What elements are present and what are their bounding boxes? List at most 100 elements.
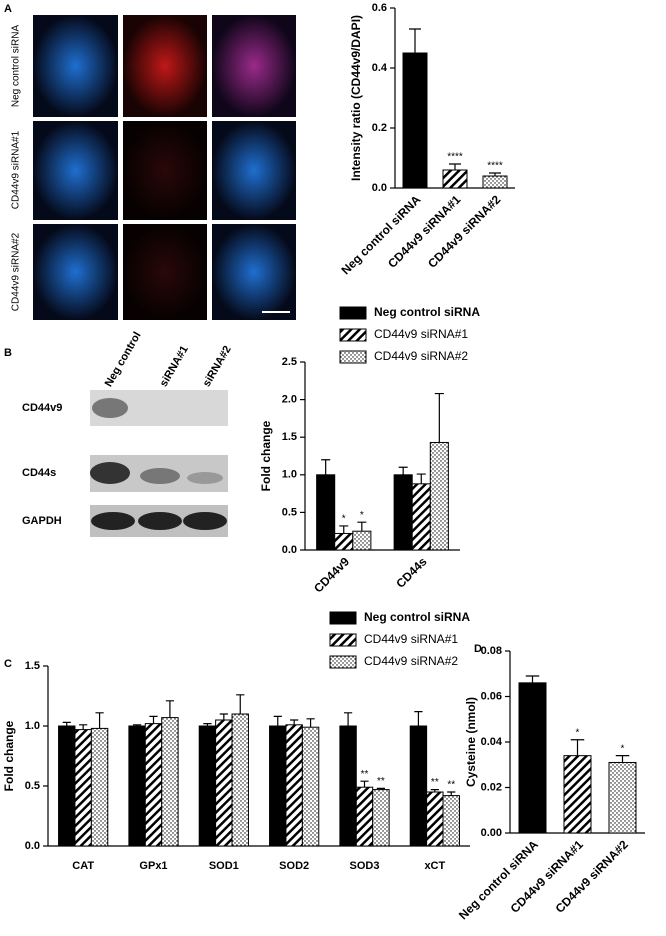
y-tick-label: 0.08 xyxy=(481,645,502,657)
y-axis-label: Intensity ratio (CD44v9/DAPI) xyxy=(349,15,363,181)
y-tick-label: 0.5 xyxy=(25,780,40,792)
lane-label: siRNA#2 xyxy=(201,344,234,389)
panel-label: D xyxy=(474,643,482,655)
legend-swatch xyxy=(329,611,357,625)
x-tick-label: CD44s xyxy=(393,554,430,591)
error-bar xyxy=(95,712,104,729)
panel-label: C xyxy=(4,658,12,670)
y-axis-label: Fold change xyxy=(2,720,16,791)
bar xyxy=(355,786,374,847)
blot-band xyxy=(90,462,130,484)
bar xyxy=(90,727,109,847)
error-bar xyxy=(321,459,331,475)
panel-label: A xyxy=(4,3,12,15)
y-tick-label: 0.6 xyxy=(372,2,387,14)
bar xyxy=(339,725,357,847)
micro-image xyxy=(123,15,207,117)
bar xyxy=(442,795,460,847)
bar xyxy=(74,729,92,847)
x-tick-label: GPx1 xyxy=(139,860,167,872)
images xyxy=(33,15,296,537)
x-tick-label: CAT xyxy=(72,860,94,872)
bar xyxy=(563,755,592,834)
y-tick-label: 0.5 xyxy=(282,506,297,518)
y-axis-label: Fold change xyxy=(259,420,273,491)
y-tick-label: 0.0 xyxy=(282,544,297,556)
significance: ** xyxy=(361,769,369,780)
error-bar xyxy=(525,675,540,683)
error-bar xyxy=(615,755,630,763)
lane-label: siRNA#1 xyxy=(158,344,191,389)
y-tick-label: 0.04 xyxy=(481,736,503,748)
bar xyxy=(442,169,468,189)
bar xyxy=(128,725,146,847)
significance: **** xyxy=(487,161,503,172)
y-tick-label: 1.5 xyxy=(282,431,297,443)
lane-label: Neg control xyxy=(103,330,144,389)
blot-row-label: CD44v9 xyxy=(22,402,62,414)
error-bar xyxy=(165,700,175,718)
micro-image xyxy=(123,224,207,320)
micro-image xyxy=(33,121,118,220)
bar xyxy=(231,713,249,847)
error-bar xyxy=(62,721,71,726)
row-label: CD44v9 siRNA#1 xyxy=(11,130,22,209)
bar xyxy=(352,530,372,551)
significance: * xyxy=(360,510,364,521)
error-bar xyxy=(360,780,369,788)
bar xyxy=(161,717,179,847)
micro-image xyxy=(212,121,296,220)
legend-label: CD44v9 siRNA#2 xyxy=(364,654,458,668)
x-tick-label: Neg control siRNA xyxy=(456,837,541,922)
error-bar xyxy=(376,787,386,790)
y-tick-label: 1.5 xyxy=(25,660,40,672)
significance: ** xyxy=(377,776,385,787)
y-tick-label: 0.06 xyxy=(481,690,502,702)
bar xyxy=(411,483,431,551)
blot-band xyxy=(140,468,180,484)
error-bar xyxy=(79,724,88,730)
row-label: CD44v9 siRNA#2 xyxy=(11,232,22,311)
y-tick-label: 0.4 xyxy=(372,62,388,74)
blot-band xyxy=(138,512,182,530)
error-bar xyxy=(290,719,299,725)
bar xyxy=(426,791,444,847)
error-bar xyxy=(236,694,245,714)
x-tick-label: SOD2 xyxy=(279,860,309,872)
x-tick-label: CD44v9 siRNA#1 xyxy=(385,192,464,271)
x-tick-label: SOD1 xyxy=(209,860,239,872)
blot-band xyxy=(183,512,227,530)
legend-swatch xyxy=(329,633,357,647)
error-bar xyxy=(447,791,456,796)
bar xyxy=(393,474,413,551)
legend-label: Neg control siRNA xyxy=(364,610,470,624)
blot-band xyxy=(91,512,135,530)
y-tick-label: 2.0 xyxy=(282,394,297,406)
legend-label: CD44v9 siRNA#1 xyxy=(364,632,458,646)
error-bar xyxy=(339,525,349,534)
significance: **** xyxy=(447,152,463,163)
significance: ** xyxy=(447,780,455,791)
panel-label: B xyxy=(4,347,12,359)
bar xyxy=(144,723,163,847)
bar xyxy=(334,532,354,551)
significance: * xyxy=(342,514,346,525)
error-bar xyxy=(306,718,315,728)
legend-swatch xyxy=(339,350,367,364)
bar xyxy=(482,175,508,189)
x-tick-label: CD44v9 xyxy=(311,554,352,595)
error-bar xyxy=(430,789,439,792)
error-bar xyxy=(343,712,353,726)
error-bar xyxy=(489,172,501,176)
micro-image xyxy=(212,15,296,117)
bar xyxy=(372,789,390,847)
error-bar xyxy=(219,713,228,720)
error-bar xyxy=(409,28,421,53)
error-bar xyxy=(570,739,585,756)
blot-band xyxy=(92,398,128,418)
y-tick-label: 0.02 xyxy=(481,781,502,793)
y-tick-label: 0.0 xyxy=(372,182,387,194)
error-bar xyxy=(416,473,426,484)
legend-swatch xyxy=(339,328,367,342)
y-tick-label: 0.00 xyxy=(481,827,502,839)
